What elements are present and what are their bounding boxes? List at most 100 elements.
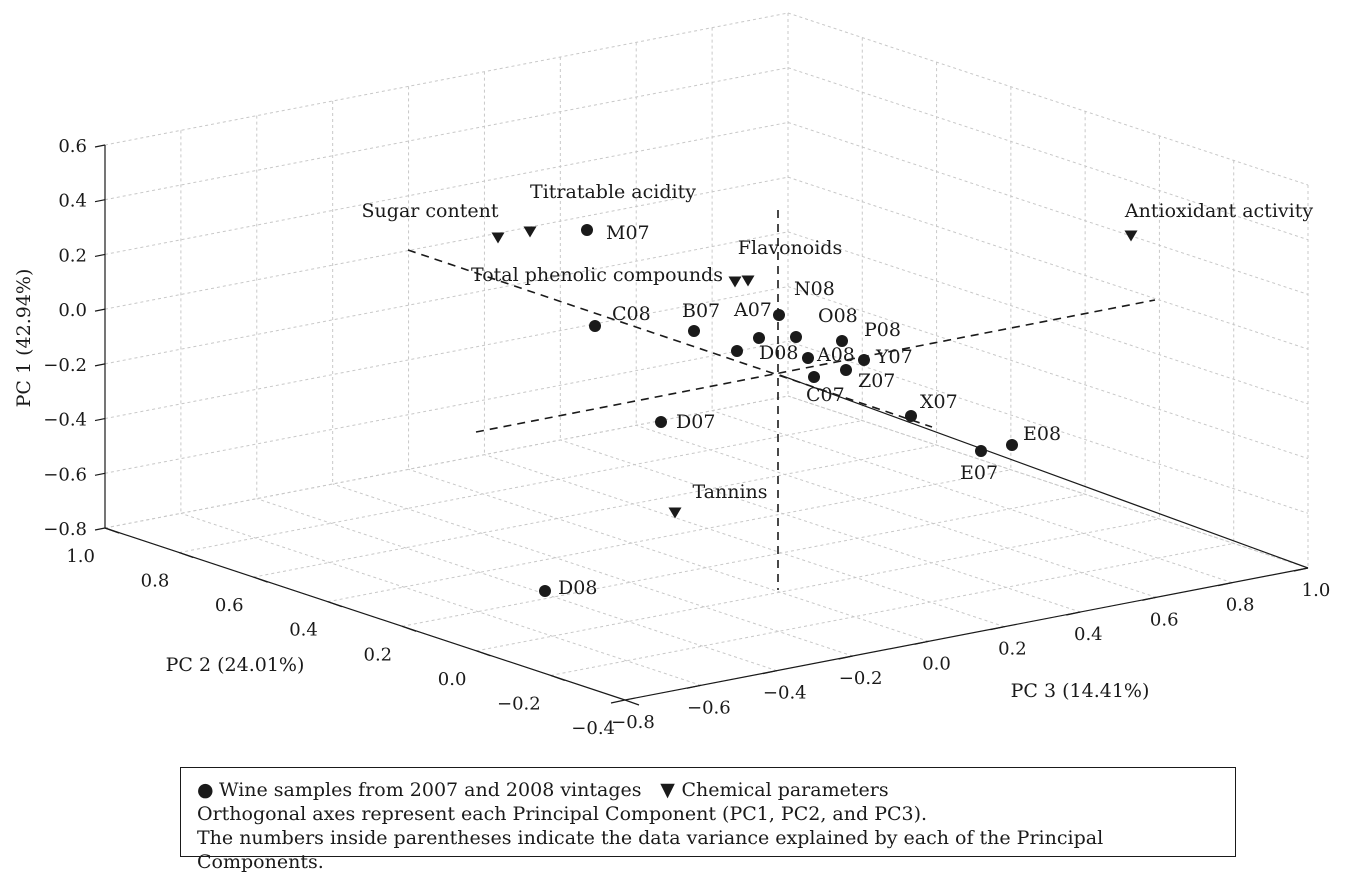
gridline-pc3 [256, 498, 777, 672]
tick-marks [94, 144, 1309, 706]
tick-label-pc1: −0.8 [43, 519, 87, 540]
wine-sample-point [655, 416, 667, 428]
gridline-pc2 [476, 518, 1160, 652]
chemical-parameter-point [523, 226, 537, 238]
legend-note-axes: Orthogonal axes represent each Principal… [197, 803, 928, 825]
legend-wine-samples: Wine samples from 2007 and 2008 vintages [219, 779, 642, 801]
chemical-parameter-label: Titratable acidity [530, 181, 696, 203]
wine-sample-label: N08 [794, 278, 835, 300]
gridline-pc2 [104, 395, 789, 529]
tick-label-pc2: 0.0 [438, 669, 467, 690]
chemical-parameter-label: Sugar content [362, 200, 499, 222]
tick-labels: 0.6 0.4 0.2 0.0 −0.2 −0.4 −0.6 −0.8 1.0 0.8 0.6 0.4… [43, 136, 1330, 739]
gridline-pc1 [787, 340, 1309, 514]
chemical-parameter-point [741, 275, 755, 287]
wine-sample-point [905, 410, 917, 422]
tick-label-pc3: −0.4 [763, 683, 807, 704]
tick-label-pc2: 0.8 [141, 571, 170, 592]
gridline-pc1 [787, 12, 1309, 186]
wine-sample-point [581, 224, 593, 236]
gridline-pc3 [711, 410, 1233, 584]
wine-sample-label: D08 [759, 342, 798, 364]
wine-sample-point [836, 335, 848, 347]
gridline-pc1 [104, 121, 789, 255]
wine-sample-label: C07 [806, 384, 845, 406]
tick-label-pc3: −0.8 [611, 712, 655, 733]
gridline-pc3 [560, 439, 1081, 613]
chemical-parameter-point [491, 232, 505, 244]
wine-sample-point [731, 345, 743, 357]
gridline-pc1 [787, 286, 1309, 460]
axis-title-pc3: PC 3 (14.41%) [1011, 680, 1150, 702]
wine-sample-point [1006, 439, 1018, 451]
grid-lines [104, 12, 1309, 701]
tick-pc3 [610, 699, 626, 704]
gridline-pc1 [787, 67, 1309, 241]
wine-sample-point [790, 331, 802, 343]
legend-box: ● Wine samples from 2007 and 2008 vintage… [180, 767, 1236, 873]
tick-pc1 [94, 144, 106, 148]
tick-pc2 [624, 699, 640, 706]
tick-label-pc2: 0.4 [289, 620, 318, 641]
triangle-marker-icon: ▼ [660, 779, 675, 801]
tick-pc3 [914, 640, 929, 645]
tick-label-pc1: −0.4 [43, 410, 87, 431]
gridline-pc1 [104, 12, 789, 146]
chemical-parameter-point [1124, 230, 1138, 242]
legend-series-row: ● Wine samples from 2007 and 2008 vintage… [197, 778, 1219, 802]
chemical-parameter-point [728, 276, 742, 288]
tick-label-pc1: 0.2 [58, 245, 87, 266]
gridline-pc1 [104, 340, 789, 474]
tick-label-pc1: 0.4 [58, 191, 87, 212]
chemical-parameter-label: Tannins [692, 481, 767, 503]
tick-pc2 [401, 625, 417, 632]
legend-note-variance: The numbers inside parentheses indicate … [197, 827, 1104, 873]
gridline-pc2 [253, 444, 937, 578]
tick-pc2 [104, 527, 120, 534]
wine-sample-label: C08 [612, 303, 651, 325]
tick-label-pc2: 1.0 [66, 546, 95, 567]
tick-pc1 [94, 417, 106, 422]
gridline-pc1 [104, 67, 789, 201]
chemical-parameter-label: Total phenolic compounds [471, 264, 723, 286]
tick-pc3 [686, 684, 702, 689]
tick-label-pc2: −0.4 [571, 718, 615, 739]
wine-sample-point [589, 320, 601, 332]
gridline-pc3 [636, 424, 1157, 598]
frame-edge [779, 374, 1309, 569]
wine-sample-point [840, 364, 852, 376]
wine-sample-label: O08 [818, 305, 858, 327]
gridline-pc3 [408, 468, 929, 642]
tick-label-pc1: 0.0 [58, 300, 87, 321]
wine-sample-label: D08 [558, 577, 597, 599]
chemical-parameter-point [668, 507, 682, 519]
tick-pc3 [1217, 582, 1233, 587]
tick-pc3 [838, 655, 853, 660]
tick-pc1 [94, 527, 106, 531]
wine-sample-label: E07 [960, 462, 998, 484]
tick-label-pc2: 0.6 [215, 595, 244, 616]
gridline-pc1 [104, 231, 789, 365]
origin-axis-pc3 [475, 299, 1156, 433]
wine-sample-point [753, 332, 765, 344]
wine-sample-label: A07 [733, 299, 772, 321]
wine-sample-label: Z07 [858, 370, 895, 392]
wine-sample-label: M07 [606, 222, 650, 244]
legend-chemical-parameters: Chemical parameters [681, 779, 889, 801]
tick-pc3 [1066, 611, 1081, 616]
wine-sample-label: Y07 [875, 346, 913, 368]
wine-sample-point [773, 309, 785, 321]
tick-pc1 [94, 199, 106, 203]
origin-axes [407, 210, 1156, 590]
gridline-pc1 [787, 121, 1309, 295]
tick-pc1 [94, 308, 106, 312]
gridline-pc2 [327, 469, 1011, 603]
wine-sample-label: P08 [864, 319, 901, 341]
axis-title-pc2: PC 2 (24.01%) [166, 654, 305, 676]
wine-sample-label: D07 [676, 411, 715, 433]
tick-label-pc3: 0.4 [1074, 624, 1103, 645]
data-points [491, 224, 1138, 597]
tick-label-pc3: 1.0 [1302, 580, 1331, 601]
gridline-pc1 [787, 395, 1309, 569]
